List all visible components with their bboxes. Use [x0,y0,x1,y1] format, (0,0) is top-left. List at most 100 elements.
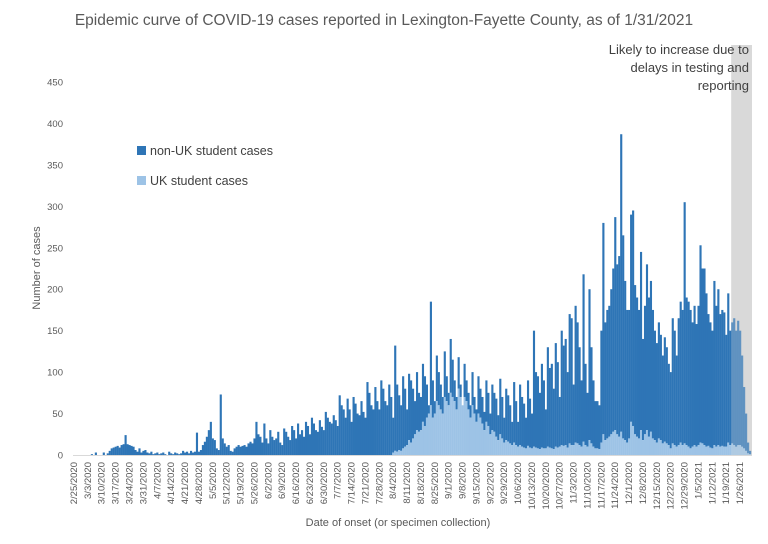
bar-uk [455,409,458,455]
x-tick-label: 12/1/2020 [624,462,635,504]
bar-uk [628,438,631,455]
bar-non-uk [677,318,680,446]
x-tick-label: 10/13/2020 [527,462,538,510]
bar-non-uk [114,446,117,455]
y-tick-label: 350 [47,160,63,171]
bar-uk [435,401,438,455]
bar-uk [723,446,726,455]
bar-non-uk [199,450,203,455]
bar-non-uk [733,318,736,446]
bar-uk [596,448,599,455]
bar-non-uk [201,445,204,455]
bar-uk [532,446,536,455]
bar-non-uk [225,446,228,455]
bar-non-uk [172,454,175,455]
bar-uk [673,445,676,455]
bar-non-uk [449,338,452,393]
bar-non-uk [673,330,676,446]
bar-non-uk [273,440,276,455]
bar-non-uk [259,436,262,455]
bar-uk [423,425,427,455]
bar-non-uk [154,453,157,455]
bar-uk [427,413,430,455]
x-tick-label: 8/18/2020 [416,462,427,504]
bar-non-uk [160,453,163,455]
bar-non-uk [354,403,357,455]
bar-non-uk [342,409,345,455]
bar-uk [636,436,639,455]
x-tick-label: 8/25/2020 [430,462,441,504]
bar-uk [675,446,678,455]
bar-uk [689,448,692,455]
bar-non-uk [725,334,728,447]
bar-non-uk [217,450,220,455]
bar-non-uk [638,309,641,439]
bar-uk [481,423,484,455]
bar-non-uk [663,337,666,442]
bar-uk [451,396,454,455]
bar-non-uk [394,345,397,451]
x-tick-label: 5/19/2020 [236,462,247,504]
bar-non-uk [112,447,115,455]
bar-uk [392,452,395,455]
bar-non-uk [511,421,514,446]
bar-uk [556,447,559,455]
bar-non-uk [170,453,173,455]
bar-uk [649,431,653,455]
bar-non-uk [94,452,97,455]
bar-uk [528,447,532,455]
x-tick-label: 12/8/2020 [638,462,649,504]
bar-uk [590,443,593,455]
bar-non-uk [588,289,591,441]
bar-non-uk [538,392,542,450]
bar-non-uk [568,314,571,444]
bar-uk [513,442,516,455]
x-tick-label: 12/15/2020 [652,462,663,510]
bar-uk [419,430,423,455]
y-tick-label: 250 [47,243,63,254]
bar-uk [493,431,496,455]
bar-uk [602,434,605,455]
bar-non-uk [624,280,627,441]
bar-non-uk [669,372,672,449]
x-tick-label: 9/15/2020 [471,462,482,504]
bar-uk [657,438,660,455]
bar-uk [729,445,732,455]
bar-non-uk [699,245,702,443]
bar-non-uk [140,452,143,455]
bar-non-uk [245,446,248,455]
bar-uk [471,405,474,455]
bar-uk [745,450,748,455]
bar-uk [469,417,472,455]
bar-uk [404,446,407,455]
bar-uk [544,448,547,455]
bar-non-uk [521,396,524,447]
bar-uk [489,434,492,455]
bar-non-uk [261,442,264,455]
bar-uk [412,438,415,455]
y-tick-label: 450 [47,78,63,89]
bar-non-uk [701,268,704,444]
bar-uk [741,446,744,455]
bar-non-uk [390,396,393,455]
bar-non-uk [721,309,724,446]
x-tick-label: 7/7/2020 [333,462,344,499]
bar-uk [614,430,617,455]
x-tick-label: 9/29/2020 [499,462,510,504]
bar-non-uk [659,334,662,441]
bar-uk [536,448,540,455]
bar-non-uk [477,376,480,414]
bar-non-uk [455,396,458,410]
bar-uk [608,436,611,455]
bar-non-uk [526,380,530,446]
bar-non-uk [251,443,254,455]
bar-non-uk [299,434,302,455]
bar-uk [443,396,446,455]
x-tick-label: 9/22/2020 [485,462,496,504]
bar-non-uk [247,443,250,455]
bar-non-uk [413,401,417,435]
bar-non-uk [483,411,486,431]
bar-non-uk [150,451,153,455]
x-tick-label: 10/27/2020 [555,462,566,510]
